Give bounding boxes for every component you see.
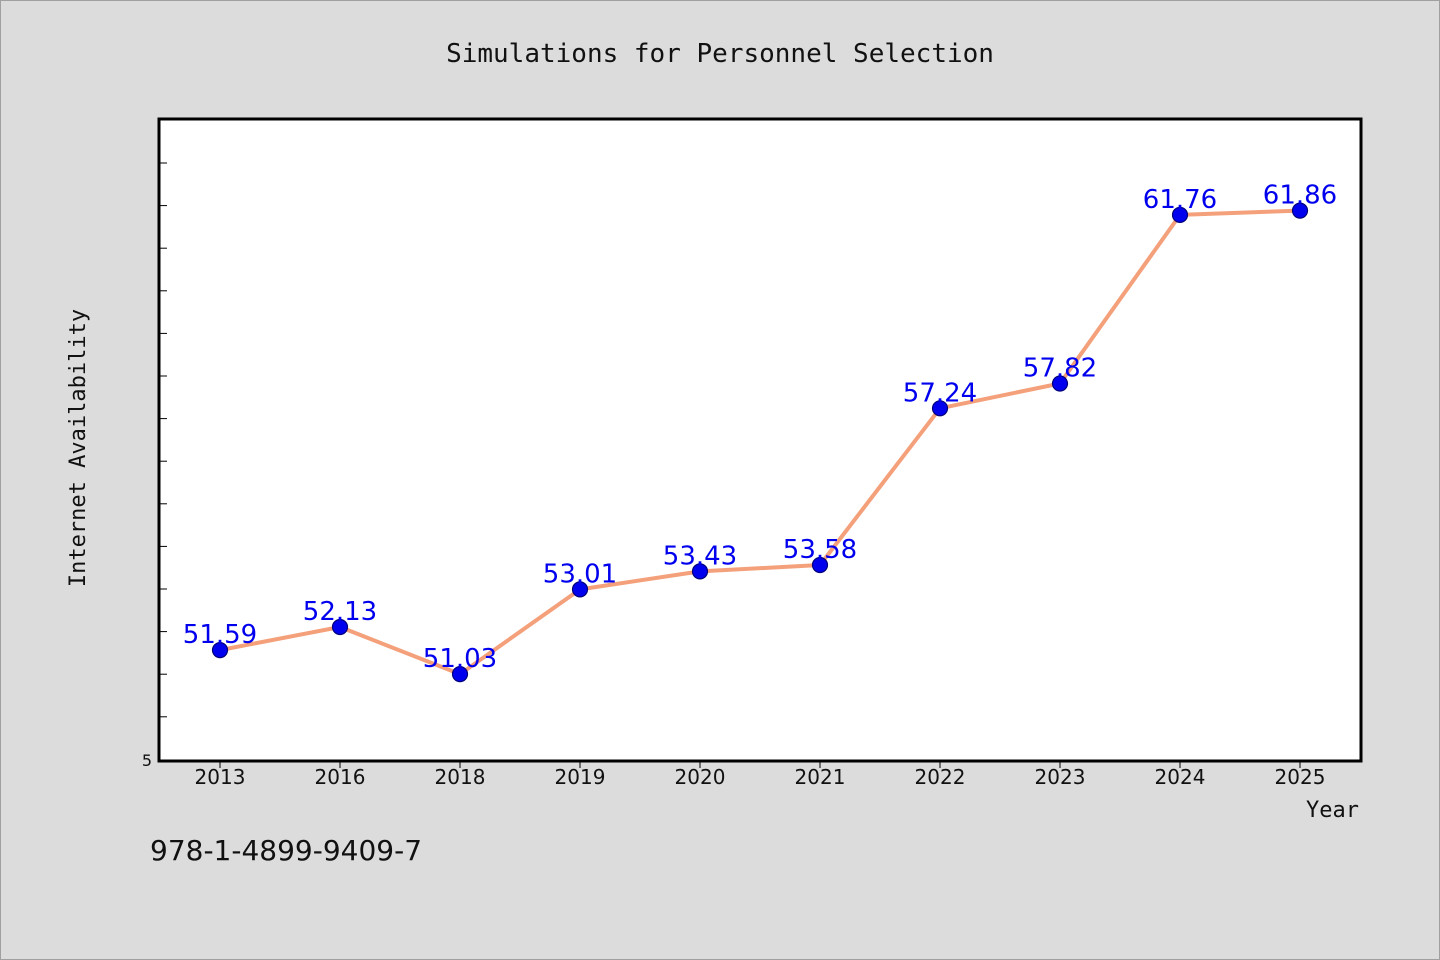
x-tick-label: 2021 [795,765,846,789]
data-point [691,563,709,580]
x-tick-label: 2016 [315,765,366,789]
data-point [931,400,949,417]
data-label: 57.24 [903,378,977,408]
data-label: 52.13 [303,597,377,627]
data-label: 53.58 [783,535,857,565]
data-label: 61.86 [1263,181,1337,211]
data-point [811,556,829,574]
data-label: 51.59 [183,620,257,650]
data-point [331,618,349,636]
x-tick-label: 2025 [1275,765,1326,789]
data-point [1291,202,1309,219]
data-label: 53.43 [663,541,737,571]
y-tick-label: 5 [142,751,152,770]
series-group: 51.59 52.13 51.03 53.01 53.43 53.58 57.24 57.82… [183,181,1337,683]
data-label: 57.82 [1023,354,1097,384]
x-tick-label: 2013 [195,765,246,789]
data-point [1171,206,1189,223]
x-tick-label: 2019 [555,765,606,789]
data-label: 51.03 [423,644,497,674]
data-point [571,581,589,598]
y-axis-label: Internet Availability [66,309,91,587]
x-axis: 2013 2016 2018 2019 2020 2021 2022 2023 2024 2025 [195,761,1326,789]
x-axis-label: Year [1306,798,1359,823]
data-label: 53.01 [543,559,617,589]
x-tick-label: 2023 [1035,765,1086,789]
data-point [451,665,469,683]
data-point [211,641,229,659]
isbn-label: 978-1-4899-9409-7 [150,834,423,867]
y-axis-ticks [159,162,167,718]
x-tick-label: 2020 [675,765,726,789]
series-line [218,208,1302,677]
x-tick-label: 2024 [1155,765,1206,789]
x-tick-label: 2018 [435,765,486,789]
chart-title: Simulations for Personnel Selection [446,39,994,69]
data-point [1051,375,1069,392]
data-label: 61.76 [1143,185,1217,215]
x-tick-label: 2022 [915,765,966,789]
plot-area [157,117,1363,763]
